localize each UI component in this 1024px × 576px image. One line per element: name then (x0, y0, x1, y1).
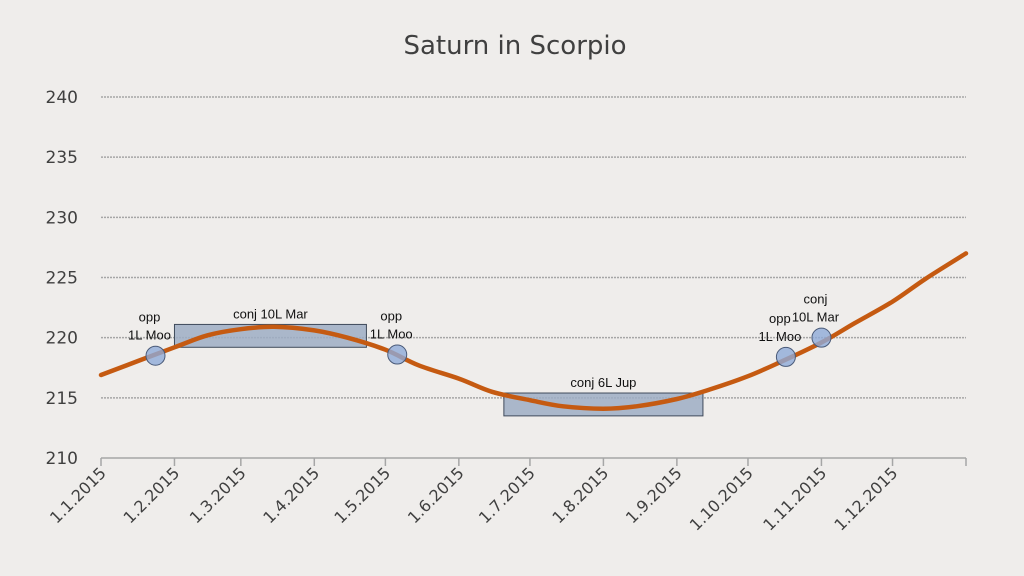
series-line-group (98, 251, 969, 411)
annotation-label: 1L Moo (758, 329, 801, 344)
annotation-circle (387, 344, 408, 365)
x-tick-label: 1.2.2015 (119, 463, 183, 527)
x-axis: 1.1.2015 1.2.2015 1.3.2015 1.4.2015 1.5.2015… (46, 458, 967, 534)
y-axis-tick-labels: 210 215 220 225 230 235 240 (46, 88, 78, 469)
annotation-label: conj (804, 292, 828, 307)
x-tick-label: 1.11.2015 (759, 463, 830, 534)
y-tick-label: 240 (46, 88, 78, 108)
annotation-label: 1L Moo (128, 328, 171, 343)
annotation-circle (811, 327, 832, 348)
annotation-circle (775, 346, 796, 367)
y-tick-label: 230 (46, 208, 78, 228)
y-tick-label: 225 (46, 269, 78, 289)
x-tick-label: 1.10.2015 (686, 463, 757, 534)
y-tick-label: 210 (46, 449, 78, 469)
x-tick-label: 1.7.2015 (475, 463, 539, 527)
annotation-label: conj 10L Mar (233, 306, 308, 321)
annotation-labels: conj 10L Mar conj 6L Jup opp 1L Moo opp 1L Mo… (128, 292, 840, 390)
x-tick-label: 1.5.2015 (330, 463, 394, 527)
x-tick-label: 1.12.2015 (830, 463, 901, 534)
x-tick-label: 1.1.2015 (46, 463, 110, 527)
annotation-box (503, 392, 704, 417)
x-tick-label: 1.3.2015 (186, 463, 250, 527)
series-line (98, 251, 969, 411)
annotation-label: 1L Moo (370, 327, 413, 342)
annotation-label: 10L Mar (792, 310, 840, 325)
annotation-circle (145, 345, 166, 366)
annotation-label: opp (380, 309, 402, 324)
x-tick-label: 1.4.2015 (259, 463, 323, 527)
x-tick-label: 1.8.2015 (548, 463, 612, 527)
annotation-label: opp (769, 311, 791, 326)
annotation-label: opp (139, 310, 161, 325)
x-tick-label: 1.9.2015 (622, 463, 686, 527)
y-tick-label: 235 (46, 148, 78, 168)
y-tick-label: 215 (46, 389, 78, 409)
x-tick-label: 1.6.2015 (404, 463, 468, 527)
chart-title: Saturn in Scorpio (403, 31, 626, 61)
annotation-label: conj 6L Jup (570, 375, 636, 390)
annotation-circles (145, 327, 832, 367)
y-tick-label: 220 (46, 329, 78, 349)
